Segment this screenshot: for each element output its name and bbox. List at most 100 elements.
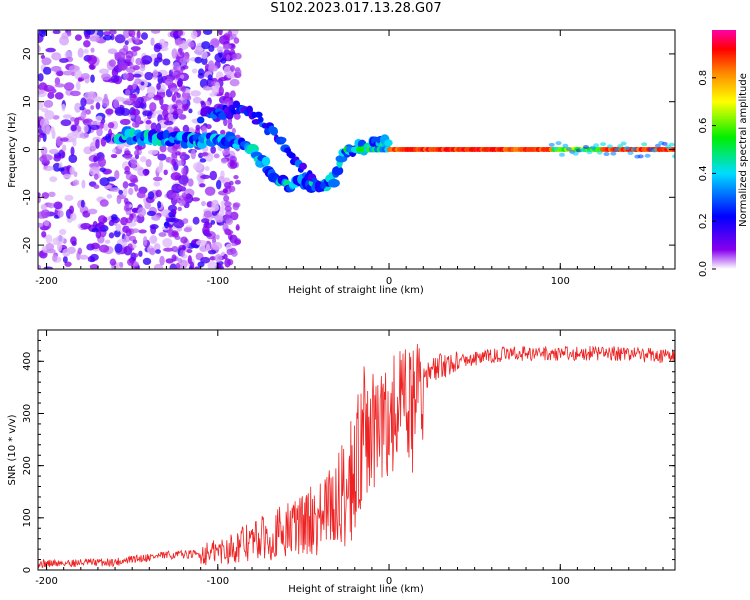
heatmap-cell [627, 150, 634, 155]
heatmap-cell [147, 93, 155, 98]
heatmap-cell [668, 142, 675, 147]
colorbar-ticks: 0.0 0.2 0.4 0.6 0.8 [698, 70, 716, 277]
heatmap-cell [122, 44, 129, 52]
heatmap-cell [603, 152, 610, 157]
heatmap-cell [215, 215, 224, 223]
heatmap-cell [118, 189, 124, 195]
heatmap-cell [548, 142, 555, 147]
heatmap-cell [180, 66, 186, 71]
heatmap-cell [56, 70, 64, 77]
heatmap-cell [111, 148, 117, 154]
heatmap-cell [181, 151, 187, 157]
snr-x-tick-label: 100 [551, 576, 570, 587]
heatmap-cell [103, 31, 111, 36]
heatmap-cell [74, 34, 82, 41]
heatmap-cell [224, 205, 232, 212]
heatmap-cell [224, 44, 232, 49]
heatmap-cell [114, 34, 126, 44]
heatmap-cell [47, 86, 56, 91]
heatmap-cell [163, 247, 174, 252]
heatmap-cell [582, 144, 589, 149]
heatmap-cell [162, 238, 173, 248]
heatmap-cell [220, 129, 226, 136]
heatmap-cell [108, 30, 117, 35]
heatmap-cell [176, 30, 184, 36]
heatmap-cell [69, 166, 75, 175]
heatmap-cell [216, 46, 224, 53]
heatmap-cell [159, 144, 167, 153]
heatmap-cell [108, 220, 115, 227]
heatmap-cell [181, 97, 188, 105]
heatmap-cell [224, 201, 232, 207]
heatmap-cell [142, 110, 153, 117]
heatmap-cell [153, 94, 162, 101]
heatmap-cell [211, 241, 223, 250]
heatmap-cell [107, 215, 112, 221]
heatmap-cell [600, 142, 607, 147]
heatmap-cell [552, 146, 559, 151]
heatmap-cell [178, 244, 186, 252]
heatmap-cell [142, 235, 148, 246]
heatmap-cell [105, 108, 114, 115]
heatmap-cell [38, 222, 44, 228]
heatmap-cell [215, 234, 220, 240]
heatmap-cell [55, 235, 65, 244]
heatmap-cell [38, 192, 41, 197]
heatmap-cell [183, 104, 189, 112]
heatmap-cell [218, 30, 223, 36]
heatmap-cell [104, 239, 111, 244]
heatmap-cell [223, 195, 230, 202]
heatmap-cell [279, 137, 287, 143]
heatmap-cell [43, 266, 54, 269]
heatmap-cell [66, 132, 77, 143]
heatmap-cell [131, 36, 136, 42]
colorbar-tick-label: 0.4 [698, 165, 709, 181]
heatmap-cell [124, 170, 131, 175]
heatmap-cell [187, 178, 194, 187]
heatmap-cell [197, 261, 205, 268]
heatmap-cell [178, 199, 186, 207]
heatmap-cell [40, 204, 47, 211]
heatmap-cell [96, 127, 103, 137]
heatmap-cell [596, 150, 603, 155]
heatmap-cell [156, 122, 162, 133]
heatmap-cell [172, 113, 179, 120]
heatmap-cell [114, 243, 123, 254]
heatmap-cell [98, 244, 110, 253]
heatmap-cell [124, 150, 131, 156]
heatmap-cell [157, 201, 162, 209]
heatmap-cell [93, 173, 99, 180]
heatmap-cell [127, 243, 133, 250]
heatmap-cell [63, 82, 75, 91]
heatmap-cell [299, 162, 307, 170]
heatmap-cell [610, 151, 617, 156]
heatmap-cell [192, 162, 203, 171]
heatmap-cell [57, 210, 64, 218]
snr-y-tick-label: 200 [22, 456, 33, 475]
heatmap-cell [213, 153, 220, 159]
heatmap-cell [107, 48, 118, 55]
heatmap-cell [54, 83, 66, 88]
heatmap-cell [93, 184, 100, 189]
heatmap-cell [165, 217, 177, 222]
heatmap-cell [110, 75, 120, 83]
heatmap-cell [82, 119, 90, 124]
heatmap-cell [179, 57, 187, 64]
heatmap-cell [211, 40, 220, 46]
heatmap-cell [54, 92, 64, 100]
heatmap-cell [145, 122, 151, 132]
heatmap-cell [165, 258, 174, 264]
heatmap-cell [95, 115, 103, 121]
heatmap-cell [108, 232, 115, 239]
heatmap-cell [195, 239, 207, 246]
heatmap-cell [169, 87, 180, 93]
heatmap-cell [192, 96, 202, 104]
heatmap-cell [90, 74, 95, 83]
colorbar-label: Normalized spectral amplitude [738, 73, 749, 227]
heatmap-cell [42, 124, 51, 135]
heatmap-y-label: Frequency (Hz) [7, 112, 18, 188]
heatmap-cell [175, 108, 184, 115]
heatmap-cell [109, 258, 117, 266]
heatmap-cell [106, 194, 113, 199]
heatmap-cell [152, 69, 159, 78]
